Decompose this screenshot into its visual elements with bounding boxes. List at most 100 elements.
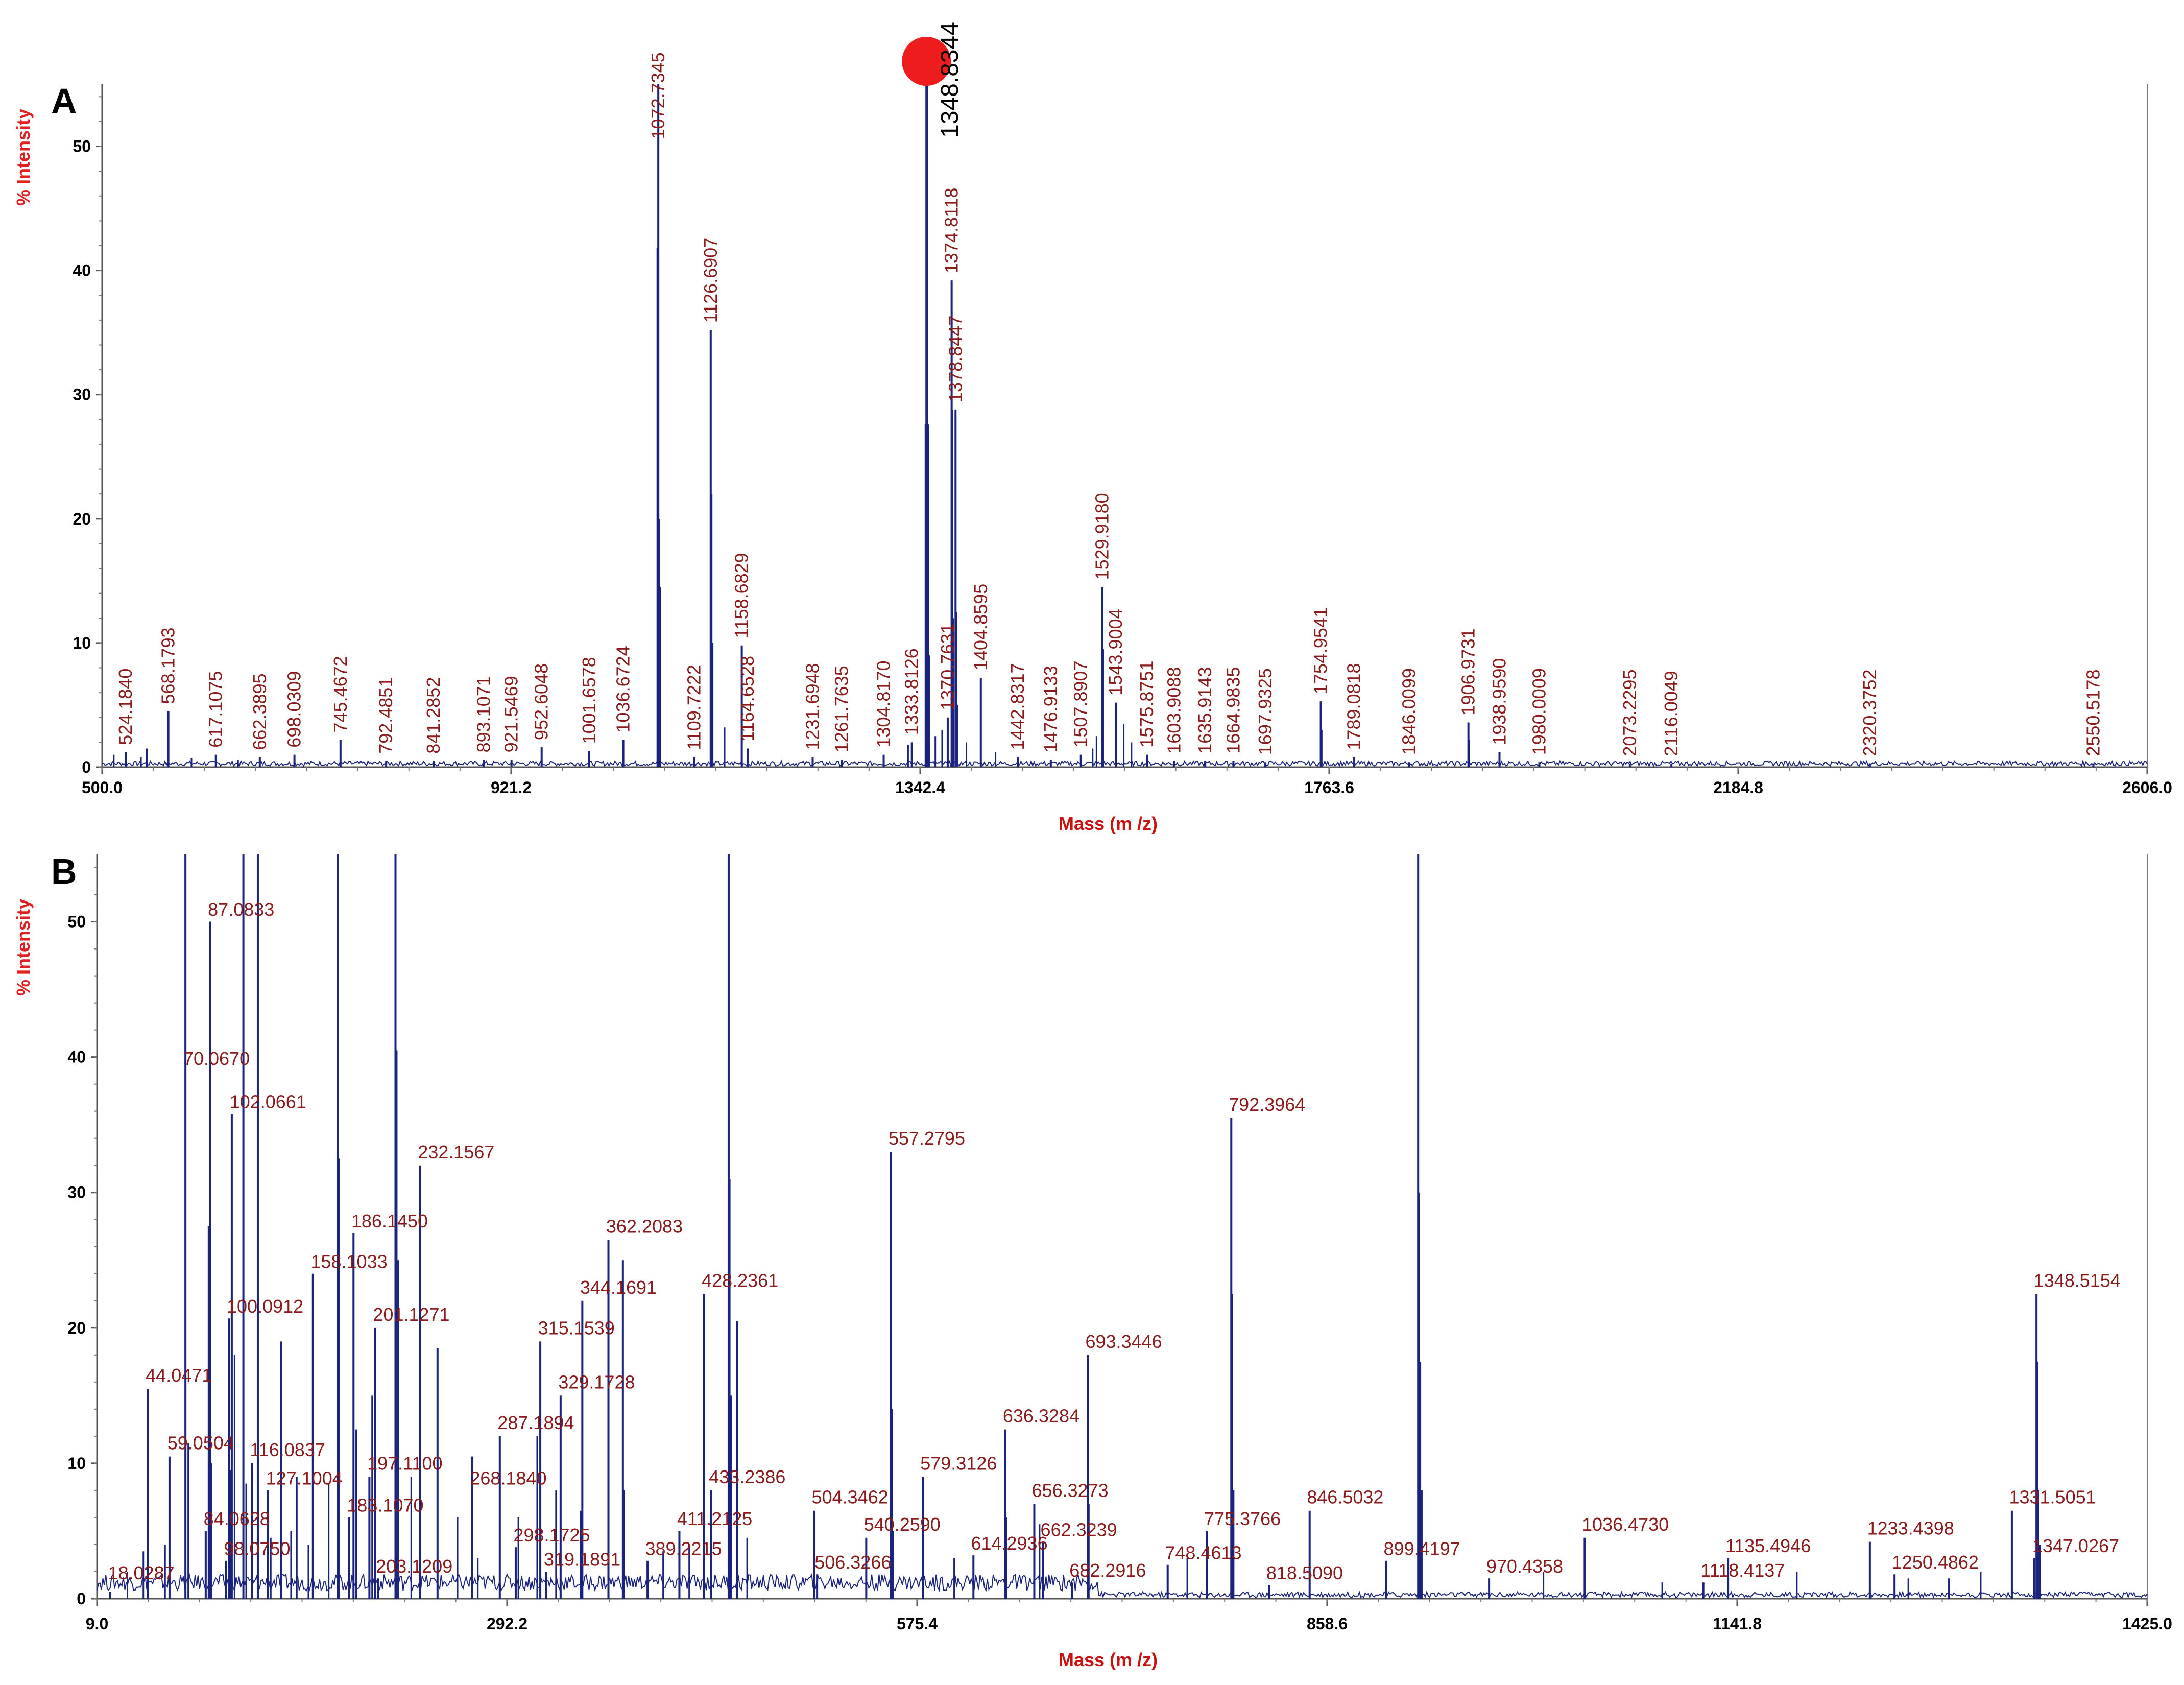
peak-label: 682.2916 [1069, 1560, 1146, 1581]
peak-label: 1001.6578 [579, 657, 599, 744]
peak-label: 1529.9180 [1092, 493, 1113, 580]
x-tick-label: 1141.8 [1713, 1615, 1762, 1633]
y-tick-label: 10 [73, 634, 91, 652]
panel-b-axes: 0 10 20 30 40 50 9.0 292.2 575.4 858.6 1141.8 1425.… [67, 854, 2172, 1633]
y-tick-label: 40 [73, 262, 91, 280]
peak-label: 775.3766 [1204, 1508, 1281, 1529]
peak-label: 1404.8595 [970, 584, 991, 671]
peak-label: 344.1691 [580, 1277, 657, 1298]
peak-label: 1938.9590 [1489, 658, 1510, 745]
panel-a: A % Intensity Mass (m /z) 0 10 20 30 40 50 500… [13, 22, 2172, 834]
peak-label: 127.1004 [266, 1468, 343, 1489]
panel-b-peaks [109, 854, 2038, 1599]
peak-label: 287.1894 [497, 1412, 574, 1433]
peak-label: 792.3964 [1229, 1094, 1305, 1115]
panel-b-minor-peaks [97, 1050, 2148, 1599]
y-tick-label: 0 [82, 758, 91, 776]
peak-label: 1347.0267 [2032, 1535, 2119, 1556]
baseline-noise [97, 1573, 2148, 1599]
panel-b-x-axis-label: Mass (m /z) [1059, 1649, 1158, 1670]
peak-label: 693.3446 [1085, 1331, 1162, 1352]
panel-a-precursor-marker [902, 37, 951, 86]
peak-label: 1374.8118 [941, 188, 962, 274]
x-tick-label: 921.2 [491, 778, 532, 797]
panel-a-letter: A [51, 81, 77, 121]
y-tick-label: 40 [67, 1048, 86, 1066]
peak-label: 1543.9004 [1105, 608, 1126, 695]
peak-label: 298.1725 [513, 1525, 590, 1546]
peak-label: 411.2125 [677, 1508, 752, 1529]
peak-label: 952.6048 [531, 663, 552, 740]
peak-label: 1036.4730 [1582, 1514, 1669, 1535]
peak-label: 893.1071 [473, 676, 494, 752]
peak-label: 1233.4398 [1867, 1518, 1954, 1539]
peak-label: 698.0309 [284, 671, 305, 748]
peak-label: 1331.5051 [2009, 1487, 2096, 1508]
peak-label: 921.5469 [501, 676, 522, 752]
peak-label: 1754.9541 [1310, 607, 1331, 694]
x-tick-label: 500.0 [82, 778, 123, 797]
peak-label: 792.4851 [375, 677, 396, 754]
peak-label: 428.2361 [702, 1270, 778, 1291]
peak-label: 2116.0049 [1661, 671, 1682, 756]
peak-label: 1906.9731 [1458, 628, 1479, 715]
peak-label: 579.3126 [920, 1453, 997, 1474]
peak-label: 158.1033 [310, 1251, 387, 1272]
peak-label: 1348.5154 [2034, 1270, 2121, 1291]
peak-label: 183.1070 [347, 1495, 423, 1516]
y-tick-label: 10 [67, 1454, 86, 1473]
x-tick-label: 2606.0 [2122, 778, 2172, 797]
peak-label: 197.1100 [367, 1453, 442, 1474]
peak-label: 70.0670 [183, 1048, 250, 1069]
x-tick-label: 1342.4 [895, 778, 945, 797]
peak-label: 2320.3752 [1859, 670, 1880, 756]
peak-label: 1036.6724 [613, 646, 634, 732]
peak-label: 84.0628 [204, 1508, 270, 1529]
peak-label: 203.1209 [376, 1556, 452, 1577]
panel-b-peak-labels: 18.0287 44.0471 59.0504 70.0670 84.0628 87.08… [108, 899, 2121, 1583]
peak-label: 1333.8126 [901, 648, 922, 735]
x-tick-label: 9.0 [86, 1615, 108, 1633]
peak-label: 329.1728 [558, 1371, 635, 1392]
panel-a-y-axis-label: % Intensity [13, 109, 34, 206]
panel-a-peaks [124, 84, 2095, 767]
baseline-noise [102, 759, 2148, 768]
peak-label: 1135.4946 [1725, 1535, 1811, 1556]
peak-label: 315.1539 [538, 1317, 615, 1338]
peak-label: 1789.0818 [1343, 663, 1364, 750]
peak-label: 656.3273 [1032, 1480, 1109, 1501]
peak-label: 1664.9835 [1223, 667, 1244, 754]
peak-label: 1635.9143 [1194, 667, 1215, 754]
peak-label: 1697.9325 [1255, 668, 1276, 755]
peak-label: 617.1075 [205, 671, 226, 748]
y-tick-label: 20 [73, 510, 91, 528]
peak-label: 1507.8907 [1070, 661, 1091, 748]
peak-label: 1118.4137 [1701, 1560, 1785, 1581]
peak-label: 1442.8317 [1007, 663, 1028, 750]
peak-label: 1261.7635 [831, 666, 852, 752]
peak-label: 899.4197 [1384, 1538, 1460, 1559]
peak-label: 268.1840 [470, 1468, 546, 1489]
peak-label: 1072.7345 [647, 52, 668, 139]
peak-label: 1109.7222 [684, 664, 705, 750]
peak-label: 524.1840 [115, 669, 136, 745]
peak-label: 18.0287 [108, 1562, 175, 1583]
peak-label: 2550.5178 [2083, 670, 2104, 756]
panel-a-peak-labels: 524.1840 568.1793 617.1075 662.3895 698.0309… [115, 52, 2104, 756]
panel-b-y-axis-label: % Intensity [13, 899, 34, 996]
peak-label: 116.0837 [250, 1439, 325, 1460]
peak-label: 186.1450 [351, 1211, 428, 1231]
peak-label: 1476.9133 [1040, 666, 1061, 752]
peak-label: 362.2083 [606, 1216, 683, 1237]
peak-label: 1846.0099 [1399, 668, 1420, 755]
y-tick-label: 20 [67, 1319, 86, 1337]
peak-label: 506.3266 [814, 1552, 891, 1573]
y-tick-label: 30 [73, 386, 91, 404]
peak-label: 1304.8170 [873, 661, 894, 748]
y-tick-label: 50 [67, 913, 86, 931]
peak-label: 1575.8751 [1136, 661, 1157, 748]
peak-label: 59.0504 [167, 1433, 234, 1454]
panel-b-letter: B [51, 851, 77, 891]
peak-label: 98.0750 [224, 1538, 290, 1559]
